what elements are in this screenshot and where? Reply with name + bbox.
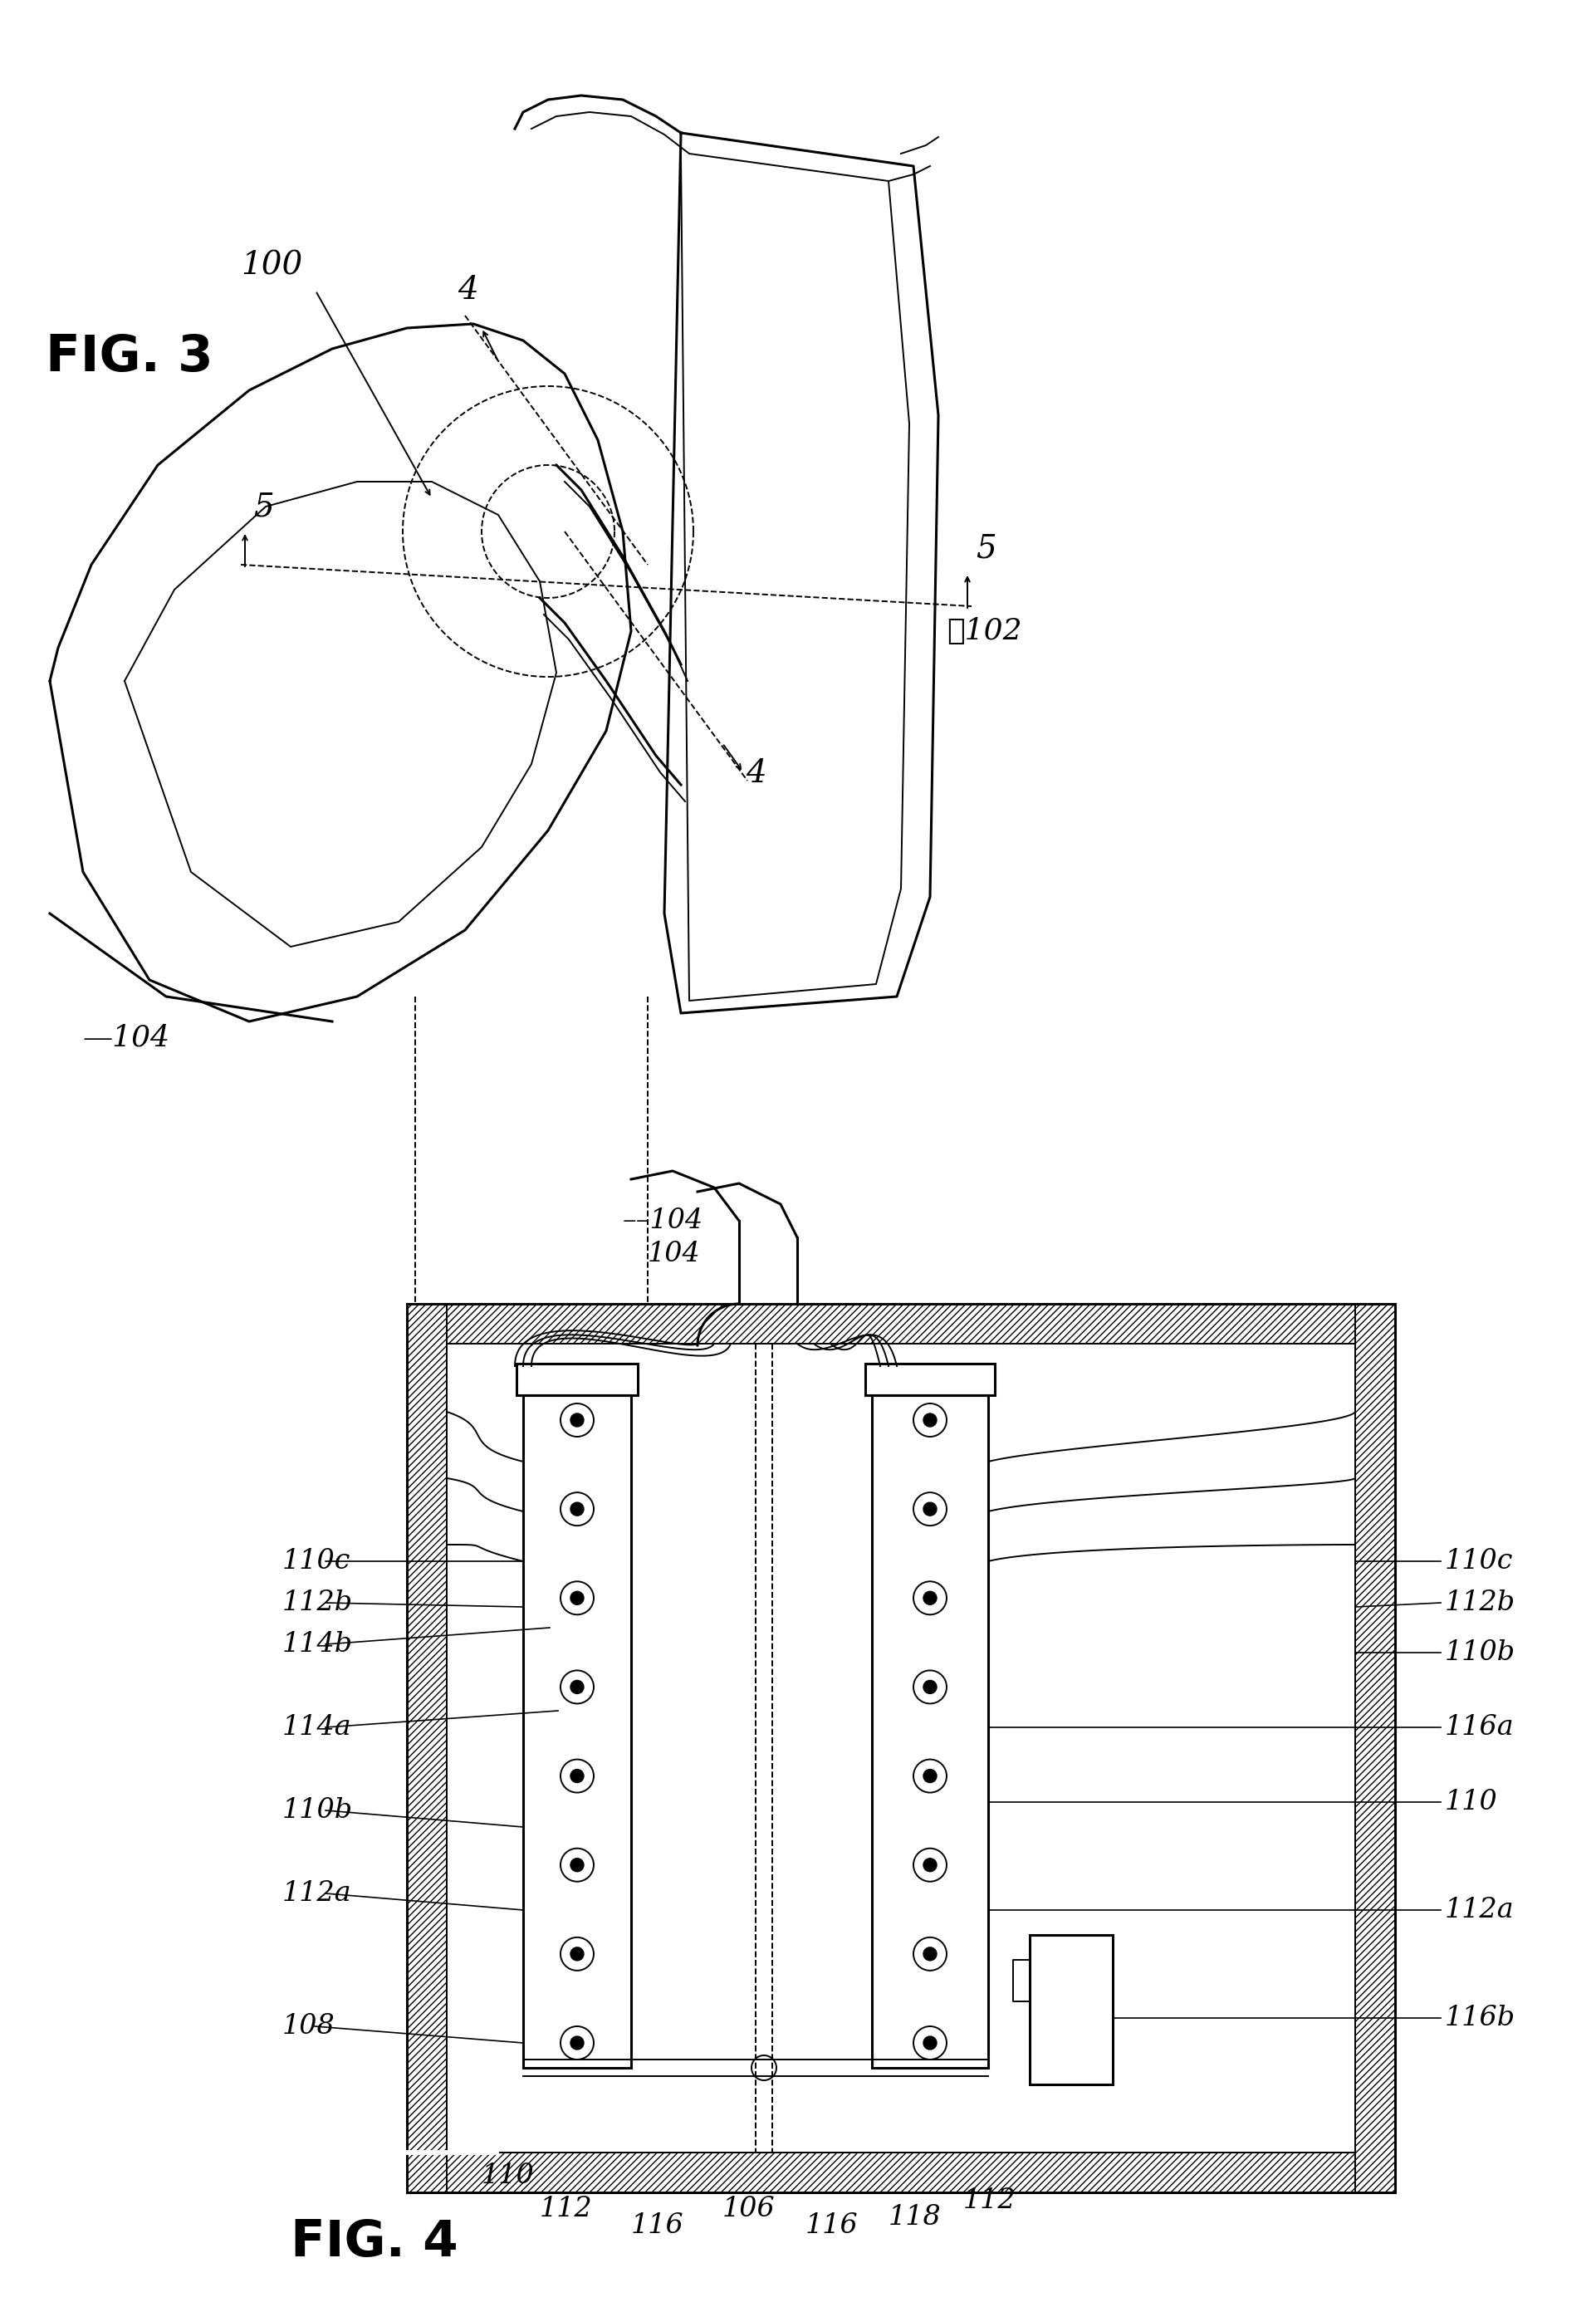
Circle shape <box>924 1947 937 1961</box>
Bar <box>523 1396 630 2067</box>
Text: 116a: 116a <box>1444 1714 1515 1739</box>
Text: 5: 5 <box>254 491 275 524</box>
Bar <box>407 1303 447 2192</box>
Text: FIG. 4: FIG. 4 <box>290 2217 458 2268</box>
Circle shape <box>570 1502 584 1516</box>
Text: ℓ102: ℓ102 <box>946 616 1021 646</box>
Text: FIG. 3: FIG. 3 <box>46 332 214 381</box>
Bar <box>871 1396 899 2067</box>
Text: 116b: 116b <box>1444 2005 1516 2030</box>
Circle shape <box>924 1414 937 1426</box>
Circle shape <box>570 1592 584 1606</box>
Circle shape <box>924 2037 937 2049</box>
Bar <box>523 1396 549 2067</box>
Text: 110b: 110b <box>282 1797 353 1823</box>
Circle shape <box>570 1859 584 1871</box>
Bar <box>447 1343 1355 2152</box>
Circle shape <box>570 2037 584 2049</box>
Text: 112b: 112b <box>282 1590 353 1617</box>
Text: 110c: 110c <box>282 1548 351 1576</box>
Circle shape <box>924 1859 937 1871</box>
Text: 104: 104 <box>648 1241 701 1267</box>
Circle shape <box>924 1769 937 1783</box>
Bar <box>517 1363 638 1396</box>
Bar <box>865 1363 994 1396</box>
Text: 114: 114 <box>606 1423 659 1451</box>
Text: 100: 100 <box>464 1414 522 1442</box>
Circle shape <box>570 1414 584 1426</box>
Bar <box>407 2152 1395 2192</box>
Text: 112a: 112a <box>1444 1896 1515 1924</box>
Bar <box>407 1303 1395 2192</box>
Text: 112: 112 <box>964 2187 1017 2215</box>
Circle shape <box>570 1947 584 1961</box>
Bar <box>961 1396 988 2067</box>
Text: 108: 108 <box>282 2014 335 2039</box>
Text: ––104: ––104 <box>622 1207 704 1234</box>
Bar <box>865 1363 994 1396</box>
Text: 116: 116 <box>630 2212 685 2238</box>
Text: 5: 5 <box>975 533 996 565</box>
Bar <box>1355 1303 1395 2192</box>
Circle shape <box>570 1769 584 1783</box>
Circle shape <box>924 1679 937 1693</box>
Bar <box>605 1396 630 2067</box>
Text: 100: 100 <box>241 251 303 281</box>
Text: 4: 4 <box>745 759 766 789</box>
Text: 112: 112 <box>539 2196 592 2222</box>
Text: 114b: 114b <box>282 1631 353 1659</box>
Text: 116: 116 <box>806 2212 859 2238</box>
Bar <box>407 1303 1395 1343</box>
Text: 114a: 114a <box>282 1714 351 1739</box>
Text: 110c: 110c <box>1444 1548 1513 1576</box>
Text: 4: 4 <box>456 275 477 305</box>
Text: 110: 110 <box>482 2162 535 2189</box>
Text: —104: —104 <box>83 1024 171 1052</box>
Circle shape <box>924 1592 937 1606</box>
Text: 112b: 112b <box>1444 1590 1516 1617</box>
Circle shape <box>924 1502 937 1516</box>
Text: 112a: 112a <box>282 1880 351 1906</box>
Text: 110a: 110a <box>656 1350 726 1375</box>
Text: 114: 114 <box>838 1423 892 1451</box>
Text: 112c: 112c <box>871 1382 940 1410</box>
Bar <box>871 1396 988 2067</box>
Bar <box>1029 1936 1112 2086</box>
Bar <box>517 1363 638 1396</box>
Text: 110b: 110b <box>1444 1640 1516 1666</box>
Text: 118: 118 <box>889 2203 942 2231</box>
Circle shape <box>570 1679 584 1693</box>
Text: 106: 106 <box>723 2196 776 2222</box>
Text: 110: 110 <box>1444 1788 1497 1816</box>
